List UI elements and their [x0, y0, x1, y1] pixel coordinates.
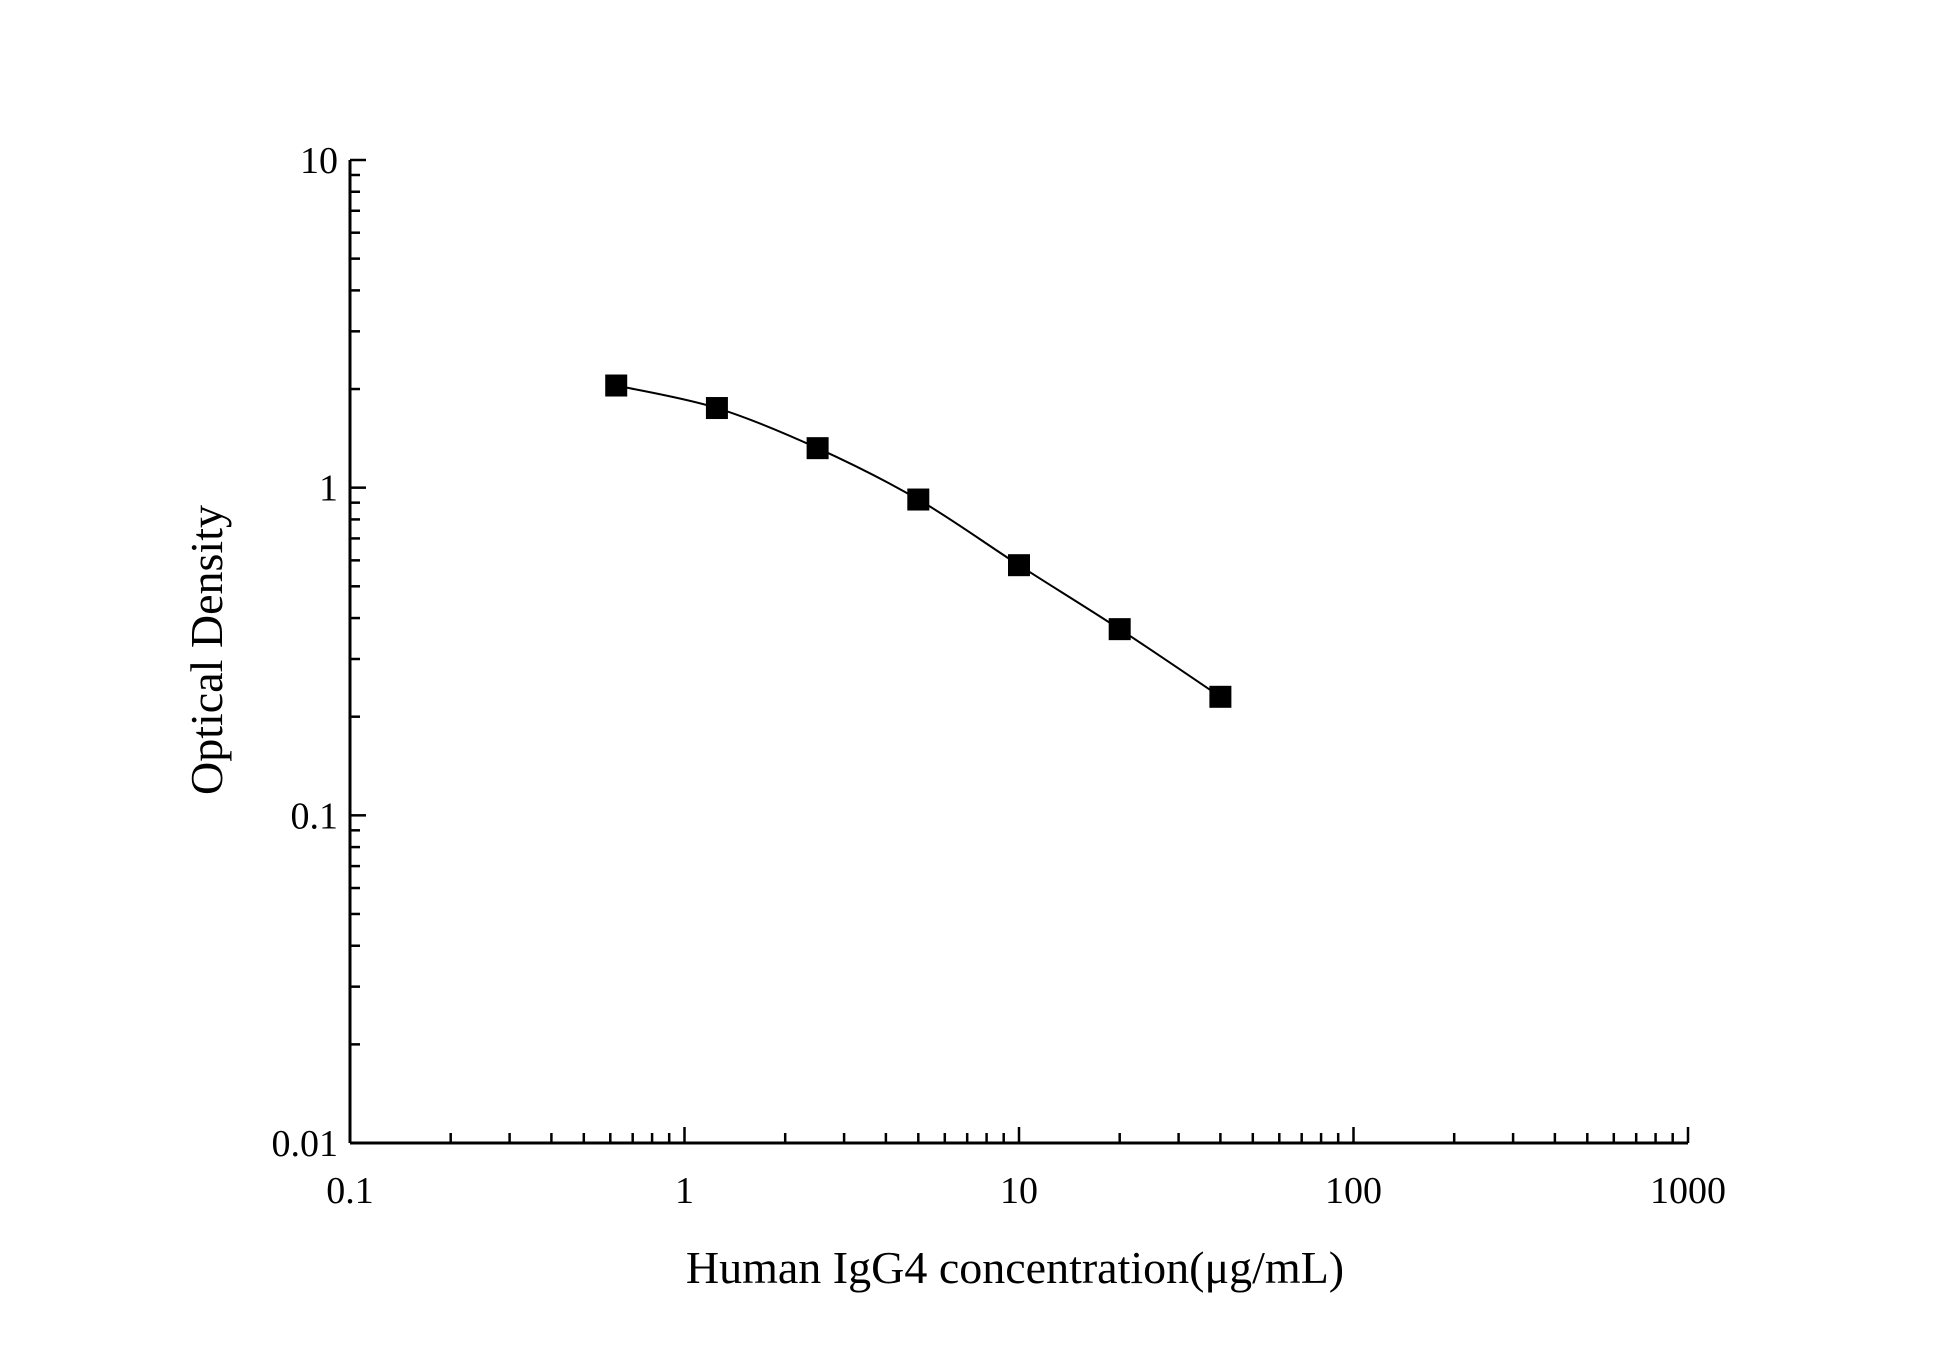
axes: [348, 160, 1688, 1145]
data-point: [1108, 618, 1131, 641]
series-line: [616, 384, 1221, 698]
data-point: [806, 437, 829, 460]
y-axis-title: Optical Density: [181, 505, 232, 795]
x-axis-title: Human IgG4 concentration(μg/mL): [686, 1242, 1344, 1293]
y-tick-label: 0.01: [272, 1123, 339, 1165]
x-tick-label: 1: [675, 1170, 694, 1212]
axis-tick-labels: 0.1 1 10 100 1000 0.01 0.1 1 10: [272, 140, 1727, 1212]
data-point: [907, 488, 930, 511]
data-points: [605, 374, 1232, 708]
y-tick-label: 1: [319, 468, 338, 510]
x-tick-label: 100: [1325, 1170, 1382, 1212]
x-tick-label: 1000: [1650, 1170, 1726, 1212]
data-point: [1209, 685, 1232, 708]
axis-ticks: [348, 158, 1690, 1145]
data-point: [705, 397, 728, 420]
x-tick-label: 10: [1000, 1170, 1038, 1212]
series-line-group: [616, 384, 1221, 698]
data-point: [1008, 554, 1030, 577]
x-tick-label: 0.1: [326, 1170, 374, 1212]
y-tick-label: 0.1: [291, 795, 339, 837]
data-point: [605, 374, 628, 397]
y-tick-label: 10: [300, 140, 338, 182]
